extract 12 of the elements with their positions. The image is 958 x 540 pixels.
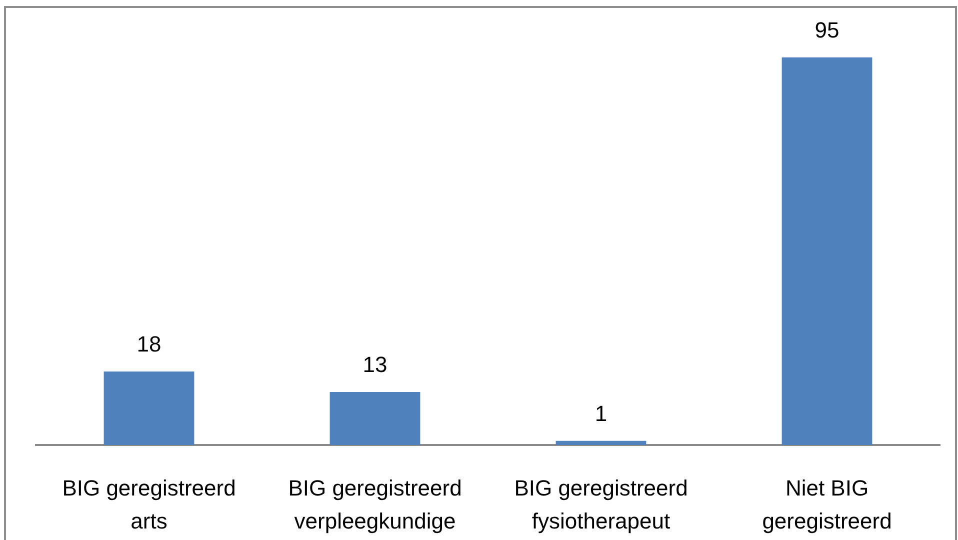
bar	[330, 392, 420, 445]
x-tick-label: BIG geregistreerd fysiotherapeut	[514, 476, 688, 534]
data-label: 95	[814, 17, 840, 42]
x-tick-label: BIG geregistreerd arts	[62, 476, 236, 534]
data-label: 13	[362, 352, 388, 377]
bar	[782, 57, 872, 445]
x-tick-label: BIG geregistreerd verpleegkundige	[288, 476, 462, 534]
x-tick-label: Niet BIG geregistreerd	[762, 476, 892, 534]
data-label: 18	[136, 332, 162, 357]
bar	[556, 440, 646, 445]
data-label: 1	[594, 400, 608, 426]
bar	[104, 372, 194, 445]
